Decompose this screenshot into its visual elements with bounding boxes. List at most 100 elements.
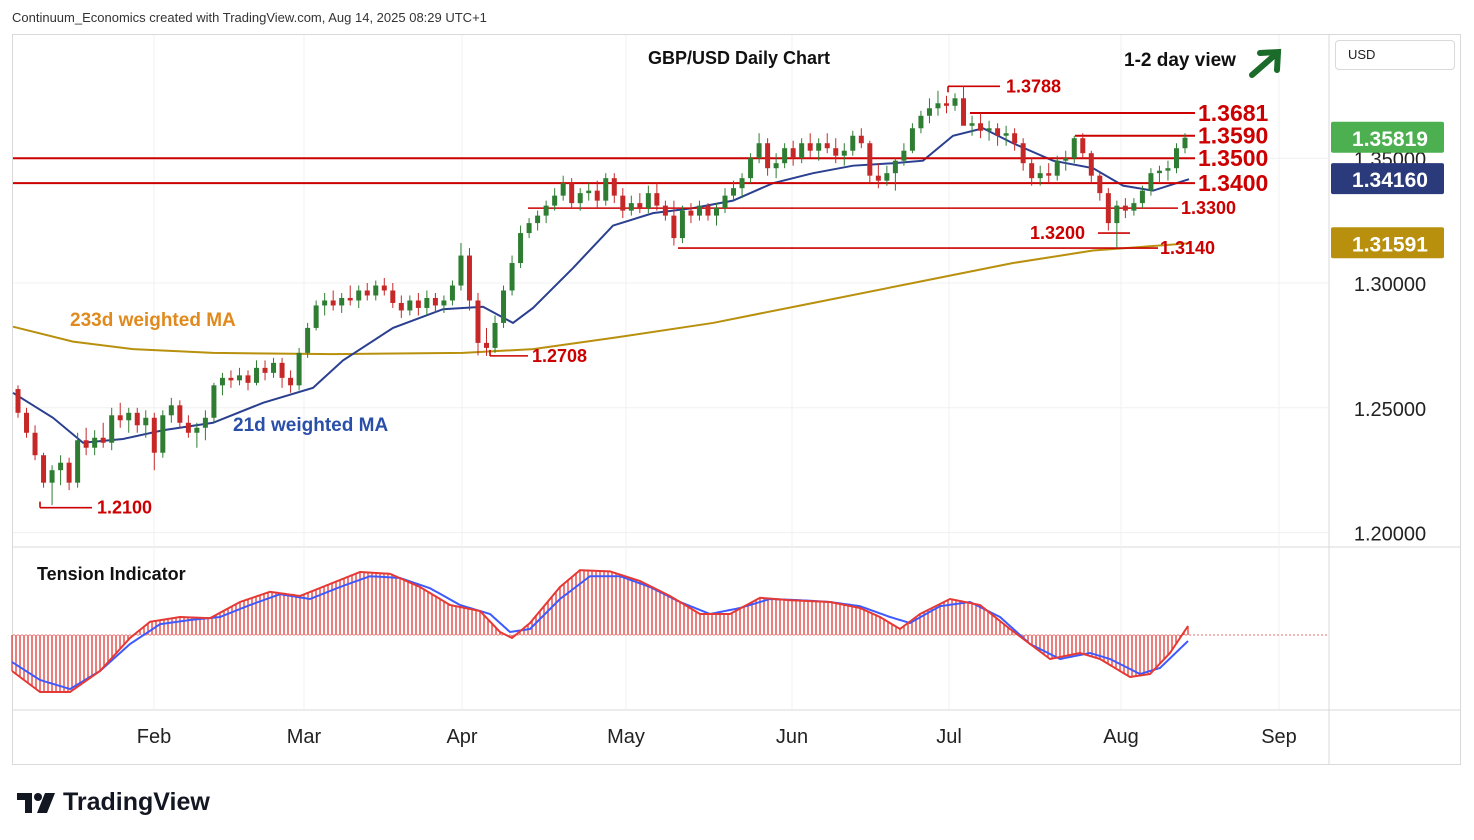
- candle-body: [305, 327, 311, 353]
- badge-layer: 1.35819 1.34160 1.31591: [1331, 121, 1444, 259]
- candle-body: [509, 263, 515, 291]
- candle-body: [1139, 190, 1145, 204]
- chart-title: GBP/USD Daily Chart: [648, 48, 830, 68]
- candle-body: [449, 285, 455, 301]
- candle-body: [841, 150, 847, 156]
- candle-body: [32, 432, 38, 456]
- x-tick-label: Sep: [1261, 726, 1297, 748]
- axis-layer: Feb Mar Apr May Jun Jul Aug Sep 1.20000 1.25000 1.…: [137, 149, 1426, 748]
- level-label: 1.2100: [97, 498, 152, 518]
- ma21-layer: [12, 127, 1190, 444]
- candle-body: [24, 412, 30, 433]
- brand-name: TradingView: [63, 788, 210, 816]
- candle-body: [58, 462, 64, 471]
- level-label: 1.3400: [1198, 170, 1268, 196]
- candle-body: [901, 150, 907, 161]
- candle-body: [1063, 158, 1069, 161]
- candle-body: [211, 385, 217, 418]
- candle-body: [1148, 173, 1154, 191]
- ma21-label: 21d weighted MA: [233, 415, 388, 436]
- candle-body: [807, 143, 813, 151]
- candle-body: [219, 377, 225, 386]
- candle-body: [696, 205, 702, 216]
- tension-layer: [11, 569, 1329, 693]
- candle-body: [1037, 173, 1043, 179]
- candle-body: [909, 128, 915, 151]
- candle-body: [926, 108, 932, 116]
- candle-body: [1105, 193, 1111, 224]
- candle-body: [126, 412, 132, 421]
- candle-body: [143, 417, 149, 426]
- candle-body: [245, 375, 251, 383]
- candle-body: [722, 195, 728, 209]
- candle-body: [288, 377, 294, 386]
- price-badge-label: 1.31591: [1352, 233, 1428, 256]
- candle-body: [526, 223, 532, 234]
- candle-body: [782, 148, 788, 164]
- candle-body: [637, 203, 643, 209]
- x-tick-label: Feb: [137, 726, 171, 748]
- candle-body: [952, 98, 958, 106]
- x-tick-label: Apr: [446, 726, 477, 748]
- chart-frame: [12, 34, 1461, 765]
- candle-body: [773, 163, 779, 169]
- ma233-label: 233d weighted MA: [70, 310, 236, 331]
- candle-body: [151, 417, 157, 453]
- candle-body: [569, 183, 575, 204]
- price-badge: [1331, 121, 1444, 153]
- candle-body: [662, 205, 668, 216]
- candle-body: [458, 255, 464, 286]
- candle-body: [858, 135, 864, 144]
- level-label: 1.3140: [1160, 238, 1215, 258]
- candle-body: [202, 417, 208, 428]
- candle-body: [41, 455, 47, 483]
- candle-body: [1131, 203, 1137, 211]
- candle-body: [654, 193, 660, 206]
- level-label: 1.3788: [1006, 76, 1061, 96]
- ma233-layer: [12, 242, 1190, 356]
- candle-body: [66, 462, 72, 483]
- attribution-text: Continuum_Economics created with Trading…: [12, 10, 487, 25]
- x-tick-label: Jul: [936, 726, 962, 748]
- candle-body: [1012, 133, 1018, 144]
- y-tick-label: 1.25000: [1354, 399, 1426, 421]
- level-label: 1.3200: [1030, 223, 1085, 243]
- candle-body: [364, 290, 370, 296]
- candle-body: [407, 300, 413, 311]
- candle-body: [594, 190, 600, 201]
- candle-body: [1114, 205, 1120, 224]
- level-label: 1.2708: [532, 346, 587, 366]
- candle-body: [875, 175, 881, 181]
- tradingview-logo[interactable]: TradingView: [15, 788, 210, 817]
- candle-body: [1122, 205, 1128, 211]
- candle-body: [1182, 137, 1188, 149]
- currency-selector[interactable]: USD: [1335, 40, 1455, 70]
- candle-body: [296, 352, 302, 386]
- candle-body: [168, 405, 174, 416]
- candle-body: [833, 148, 839, 156]
- candle-body: [185, 422, 191, 433]
- candle-body: [586, 190, 592, 194]
- price-badge-label: 1.34160: [1352, 169, 1428, 192]
- candle-body: [518, 233, 524, 264]
- candle-body: [1071, 138, 1077, 159]
- candle-body: [134, 412, 140, 426]
- level-label: 1.3681: [1198, 100, 1269, 126]
- candle-layer: [15, 86, 1188, 506]
- candle-body: [995, 128, 1001, 136]
- candle-body: [177, 405, 183, 423]
- candle-body: [313, 305, 319, 328]
- candle-body: [552, 195, 558, 206]
- candle-body: [765, 143, 771, 169]
- price-badge-label: 1.35819: [1352, 128, 1428, 151]
- x-tick-label: May: [607, 726, 645, 748]
- candle-body: [117, 415, 123, 421]
- candle-body: [236, 375, 242, 381]
- candle-body: [322, 300, 328, 306]
- x-tick-label: Jun: [776, 726, 808, 748]
- ma21-line: [12, 127, 1190, 444]
- candle-body: [816, 143, 822, 151]
- candle-body: [330, 300, 336, 306]
- candle-body: [577, 193, 583, 204]
